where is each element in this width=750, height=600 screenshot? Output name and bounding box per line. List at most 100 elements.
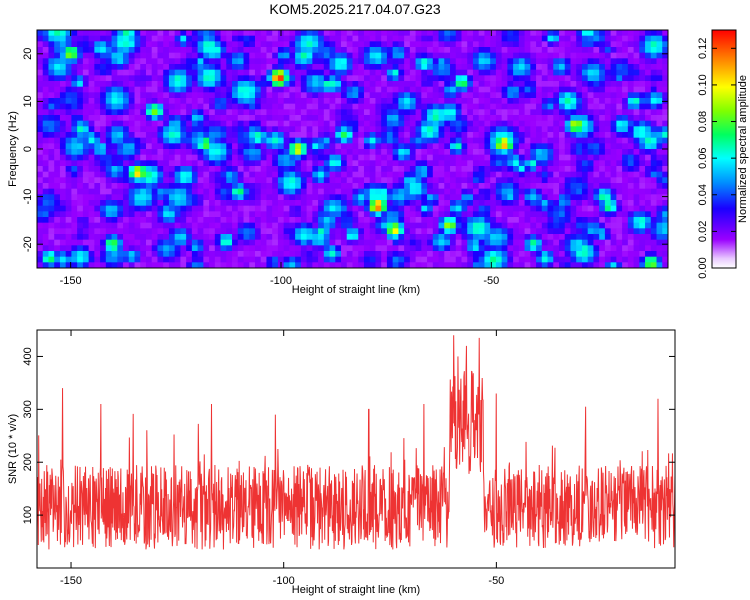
heatmap-cell (427, 211, 434, 218)
heatmap-cell (312, 262, 319, 268)
heatmap-cell (564, 143, 572, 150)
heatmap-cell (369, 171, 377, 178)
heatmap-cell (518, 154, 526, 161)
heatmap-cell (438, 205, 445, 212)
heatmap-cell (82, 239, 90, 246)
heatmap-cell (363, 239, 371, 246)
heatmap-cell (358, 75, 365, 82)
heatmap-cell (71, 58, 78, 65)
heatmap-cell (358, 183, 365, 190)
heatmap-cell (541, 239, 549, 246)
heatmap-cell (358, 69, 365, 76)
heatmap-cell (105, 98, 113, 105)
heatmap-cell (94, 194, 101, 201)
heatmap-cell (117, 154, 124, 161)
heatmap-cell (186, 143, 193, 150)
heatmap-cell (37, 143, 44, 150)
heatmap-cell (404, 194, 411, 201)
heatmap-cell (272, 143, 279, 150)
heatmap-cell (71, 228, 78, 235)
heatmap-cell (587, 120, 595, 127)
heatmap-cell (318, 81, 325, 88)
heatmap-cell (237, 92, 245, 99)
heatmap-cell (94, 222, 101, 229)
heatmap-cell (616, 92, 623, 99)
heatmap-cell (438, 245, 445, 252)
heatmap-cell (536, 256, 543, 263)
heatmap-cell (381, 239, 388, 246)
heatmap-cell (363, 154, 371, 161)
heatmap-cell (341, 183, 348, 190)
heatmap-cell (427, 115, 434, 122)
heatmap-cell (398, 41, 405, 48)
heatmap-cell (54, 75, 61, 82)
heatmap-cell (610, 103, 617, 110)
heatmap-cell (145, 183, 153, 190)
heatmap-cell (214, 81, 222, 88)
heatmap-cell (604, 222, 612, 229)
heatmap-cell (254, 256, 262, 263)
heatmap-cell (398, 200, 405, 207)
heatmap-cell (220, 194, 227, 201)
heatmap-cell (168, 86, 176, 93)
heatmap-cell (444, 160, 451, 167)
heatmap-cell (249, 120, 256, 127)
heatmap-cell (444, 262, 451, 268)
heatmap-cell (163, 52, 170, 59)
heatmap-cell (610, 126, 617, 133)
heatmap-cell (209, 137, 216, 144)
heatmap-cell (306, 92, 313, 99)
heatmap-cell (593, 98, 600, 105)
heatmap-cell (478, 251, 486, 258)
heatmap-cell (633, 81, 640, 88)
heatmap-cell (266, 149, 273, 156)
heatmap-cell (404, 143, 411, 150)
heatmap-cell (495, 109, 503, 116)
heatmap-cell (48, 143, 55, 150)
heatmap-cell (341, 52, 348, 59)
heatmap-cell (409, 188, 417, 195)
heatmap-cell (363, 115, 371, 122)
heatmap-cell (358, 81, 365, 88)
heatmap-cell (37, 126, 44, 133)
heatmap-cell (88, 81, 95, 88)
heatmap-cell (226, 81, 233, 88)
heatmap-cell (254, 132, 262, 139)
heatmap-cell (547, 47, 554, 54)
heatmap-cell (226, 262, 233, 268)
heatmap-cell (455, 217, 463, 224)
heatmap-cell (421, 86, 428, 93)
heatmap-cell (415, 188, 422, 195)
heatmap-cell (375, 211, 382, 218)
heatmap-cell (427, 154, 434, 161)
heatmap-cell (283, 58, 290, 65)
heatmap-cell (501, 256, 508, 263)
heatmap-cell (622, 256, 629, 263)
heatmap-x-tick-label: -100 (270, 275, 292, 287)
heatmap-cell (656, 120, 663, 127)
heatmap-cell (191, 160, 199, 167)
heatmap-cell (633, 137, 640, 144)
heatmap-cell (381, 103, 388, 110)
heatmap-cell (352, 126, 359, 133)
heatmap-cell (180, 149, 187, 156)
heatmap-cell (622, 47, 629, 54)
heatmap-cell (111, 58, 118, 65)
heatmap-cell (541, 200, 549, 207)
heatmap-cell (312, 251, 319, 258)
heatmap-cell (581, 211, 589, 218)
heatmap-cell (323, 120, 331, 127)
heatmap-cell (111, 115, 118, 122)
heatmap-cell (639, 115, 646, 122)
heatmap-cell (42, 245, 50, 252)
heatmap-cell (467, 103, 474, 110)
heatmap-cell (518, 200, 526, 207)
heatmap-cell (42, 200, 50, 207)
heatmap-cell (186, 58, 193, 65)
heatmap-cell (536, 52, 543, 59)
heatmap-cell (312, 120, 319, 127)
heatmap-cell (54, 137, 61, 144)
heatmap-cell (295, 239, 302, 246)
heatmap-cell (398, 154, 405, 161)
heatmap-cell (232, 120, 239, 127)
